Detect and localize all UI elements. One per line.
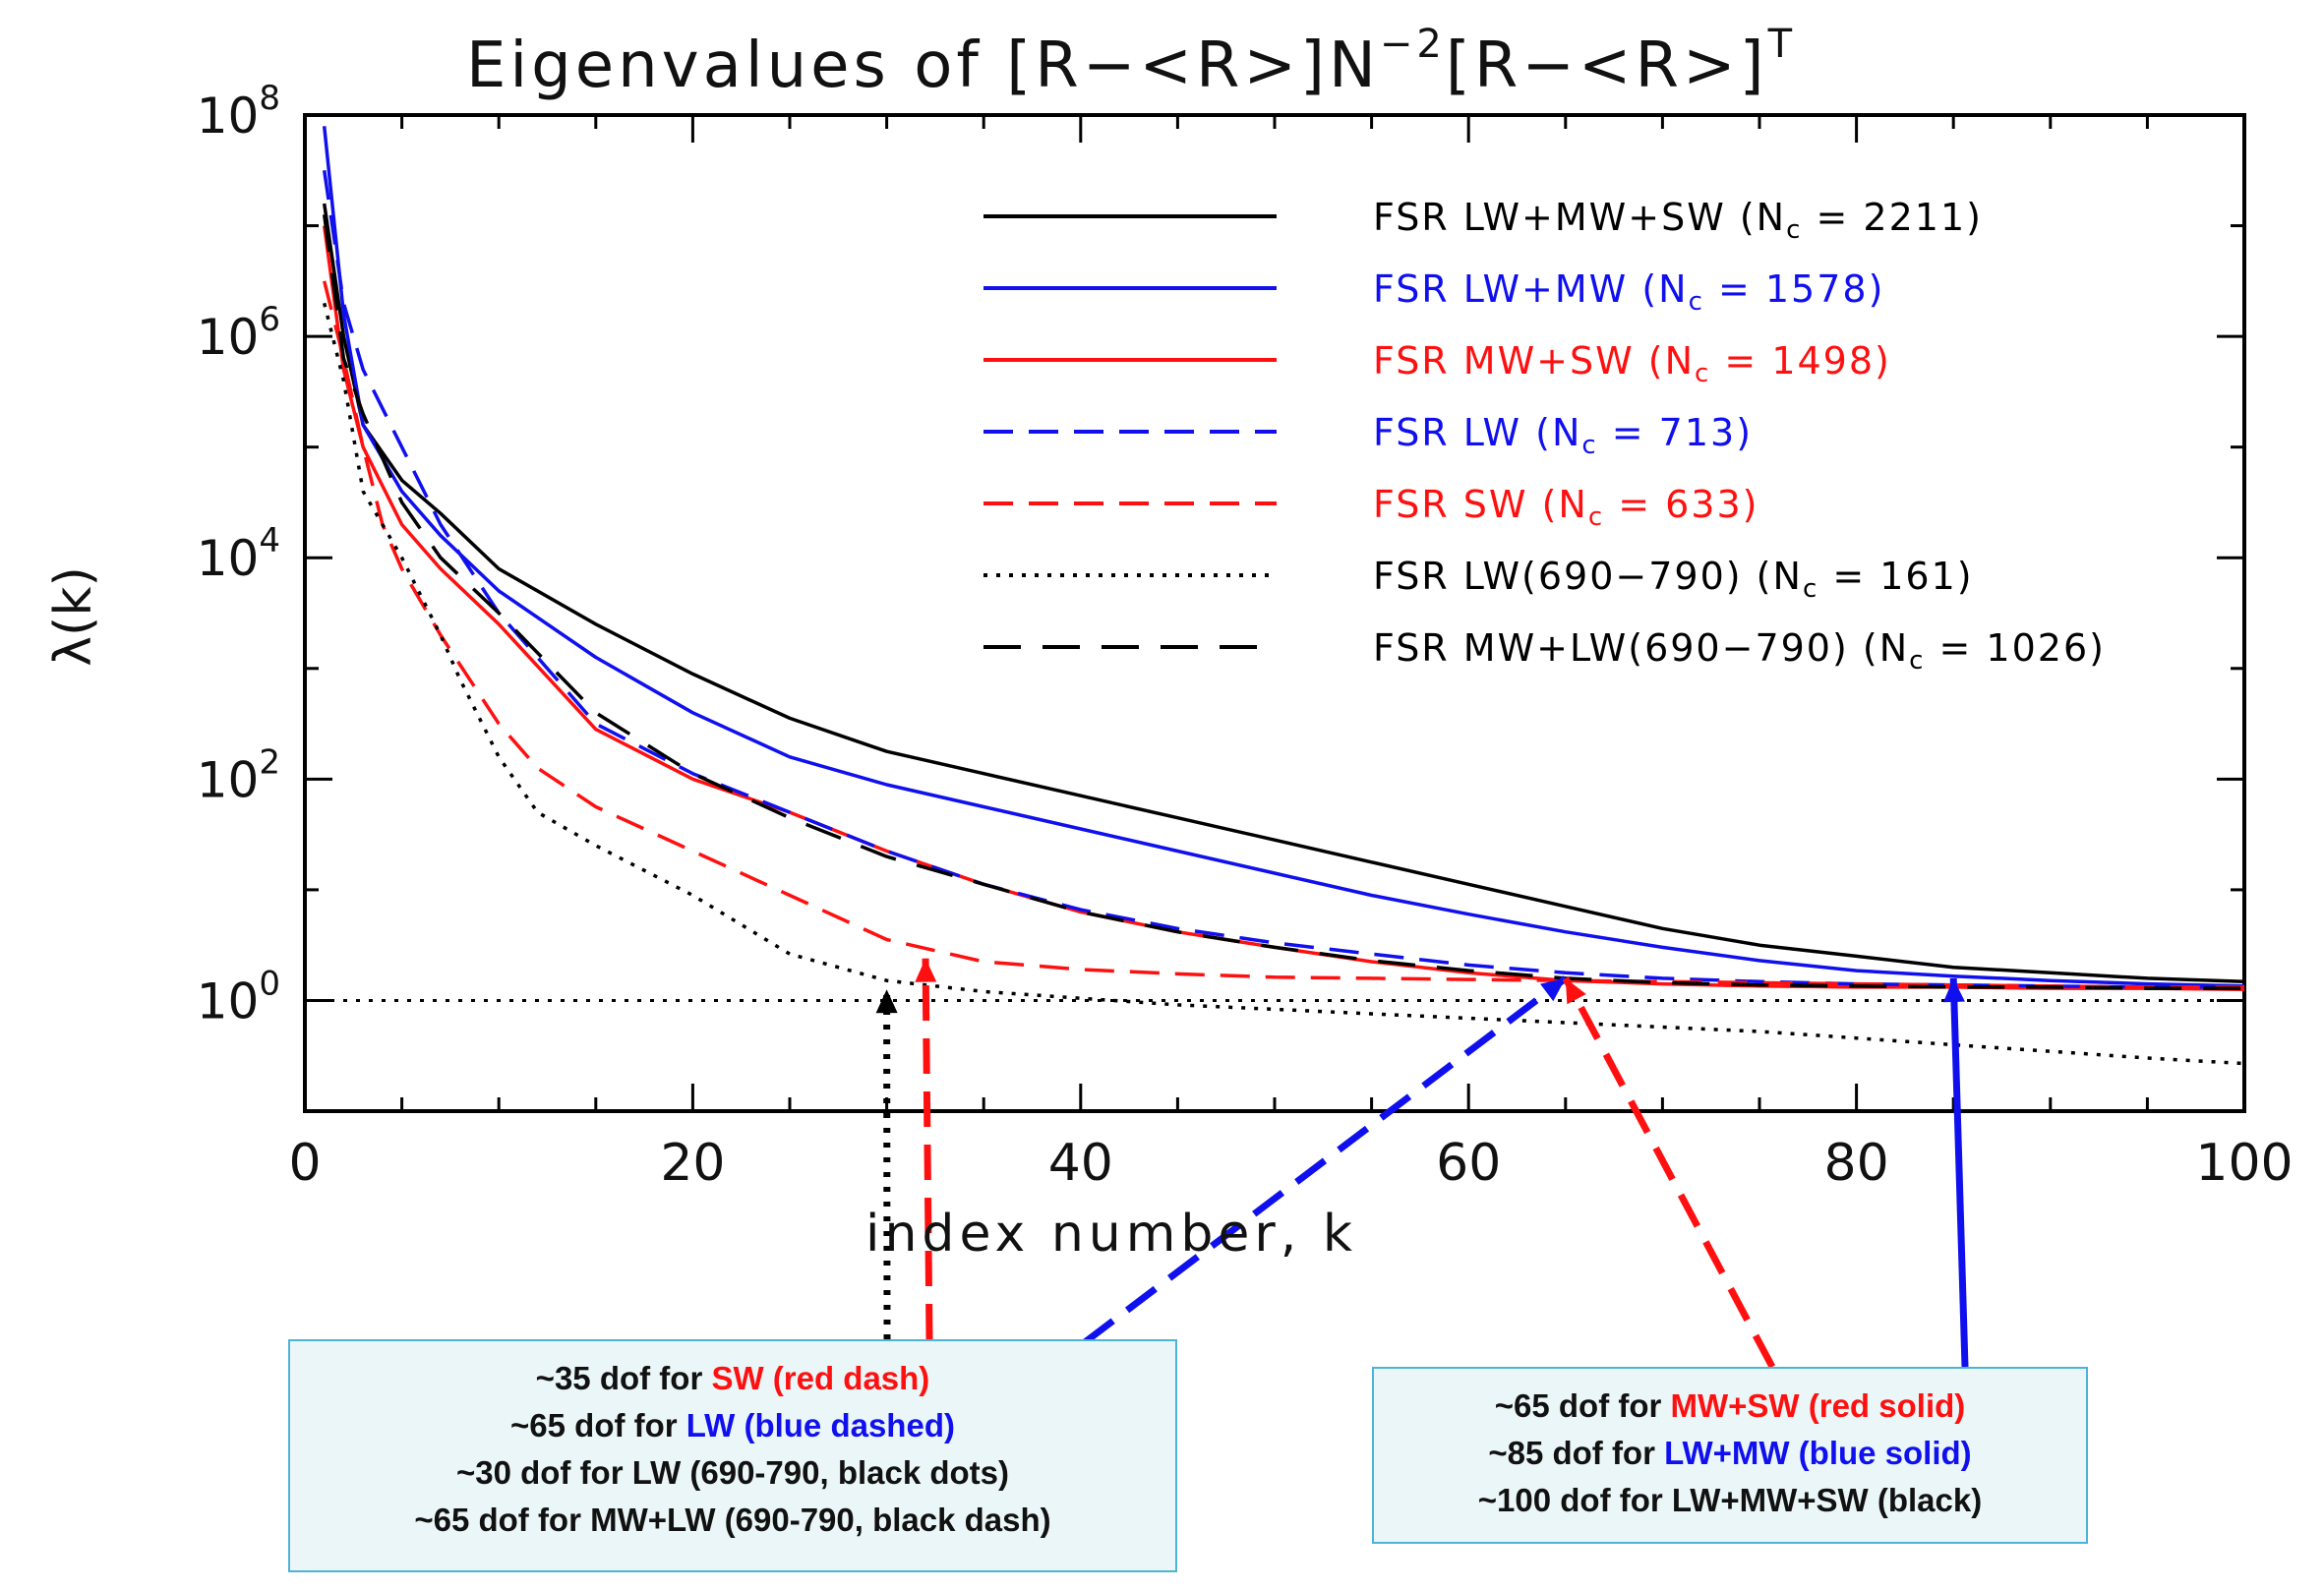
note-right-line-0: ~65 dof for MW+SW (red solid): [1374, 1383, 2086, 1430]
annotation-arrow-2: [1082, 975, 1568, 1345]
note-left-text: ~65 dof for: [510, 1407, 686, 1444]
series-line-1: [322, 126, 2245, 988]
note-right-text: ~85 dof for: [1488, 1435, 1665, 1471]
note-left-highlight: LW (blue dashed): [685, 1407, 955, 1444]
y-tick-label: 100: [197, 964, 280, 1030]
note-left-line-2: ~30 dof for LW (690-790, black dots): [290, 1449, 1175, 1497]
legend-label-6: FSR MW+LW(690−790) (Nc = 1026): [1373, 626, 2106, 676]
note-left-line-0: ~35 dof for SW (red dash): [290, 1355, 1175, 1402]
legend-label-4: FSR SW (Nc = 633): [1373, 483, 1758, 532]
note-right-line-2: ~100 dof for LW+MW+SW (black): [1374, 1477, 2086, 1524]
chart-title: Eigenvalues of [R−<R>]N−2[R−<R>]T: [466, 22, 1796, 102]
chart-title-sup2: T: [1767, 22, 1796, 67]
note-right-text: ~100 dof for LW+MW+SW (black): [1477, 1482, 1983, 1518]
note-left-line-3: ~65 dof for MW+LW (690-790, black dash): [290, 1497, 1175, 1544]
note-right-text: ~65 dof for: [1494, 1387, 1671, 1424]
y-tick-label: 106: [197, 300, 280, 366]
note-left-text: ~65 dof for MW+LW (690-790, black dash): [414, 1502, 1051, 1538]
annotation-arrowhead-1: [915, 958, 937, 982]
annotation-arrowhead-3: [1565, 977, 1586, 1005]
annotation-arrow-4: [1949, 977, 1969, 1368]
annotation-arrow-1: [922, 958, 933, 1340]
note-left-line-1: ~65 dof for LW (blue dashed): [290, 1402, 1175, 1449]
note-box-left: ~35 dof for SW (red dash) ~65 dof for LW …: [288, 1339, 1177, 1572]
x-axis-label: index number, k: [865, 1205, 1357, 1264]
annotation-arrow-3: [1562, 976, 1776, 1369]
note-left-highlight: SW (red dash): [711, 1360, 930, 1396]
note-left-text: ~35 dof for: [535, 1360, 712, 1396]
note-right-line-1: ~85 dof for LW+MW (blue solid): [1374, 1430, 2086, 1477]
legend-label-3: FSR LW (Nc = 713): [1373, 411, 1753, 460]
series-line-6: [322, 214, 2244, 990]
annotation-arrowhead-0: [875, 989, 898, 1014]
series-group: [322, 126, 2245, 1066]
note-right-highlight: MW+SW (red solid): [1670, 1387, 1966, 1424]
plot-border: [303, 113, 2246, 1113]
annotation-arrowhead-4: [1942, 977, 1965, 1003]
note-left-text: ~30 dof for LW (690-790, black dots): [455, 1454, 1010, 1491]
x-tick-label: 0: [288, 1134, 321, 1193]
x-tick-label: 60: [1436, 1134, 1501, 1193]
annotation-arrowhead-2: [1540, 977, 1566, 1002]
series-line-0: [322, 203, 2245, 984]
chart-title-mid: [R−<R>]: [1446, 29, 1768, 102]
x-tick-label: 100: [2195, 1134, 2293, 1193]
x-tick-label: 80: [1824, 1134, 1889, 1193]
legend: FSR LW+MW+SW (Nc = 2211) FSR LW+MW (Nc = …: [983, 196, 2106, 676]
note-box-right: ~65 dof for MW+SW (red solid) ~85 dof for…: [1372, 1367, 2088, 1544]
chart-title-main: Eigenvalues of [R−<R>]N: [466, 29, 1380, 102]
legend-label-0: FSR LW+MW+SW (Nc = 2211): [1373, 196, 1983, 245]
annotation-arrows: [875, 958, 1969, 1369]
svg-text:Eigenvalues of [R−<R>]N−2[R−<R: Eigenvalues of [R−<R>]N−2[R−<R>]T: [466, 22, 1796, 102]
y-tick-label: 108: [197, 79, 280, 145]
legend-label-5: FSR LW(690−790) (Nc = 161): [1373, 555, 1974, 604]
x-tick-label: 20: [660, 1134, 725, 1193]
y-axis-label: λ(k): [44, 566, 103, 666]
legend-label-1: FSR LW+MW (Nc = 1578): [1373, 267, 1884, 317]
note-right-highlight: LW+MW (blue solid): [1664, 1435, 1972, 1471]
x-tick-label: 40: [1048, 1134, 1113, 1193]
chart-title-sup1: −2: [1380, 22, 1446, 67]
legend-label-2: FSR MW+SW (Nc = 1498): [1373, 339, 1891, 388]
plot-frame: [303, 113, 2246, 1113]
y-tick-label: 102: [197, 742, 280, 808]
axis-ticks: 0 20 40 60 80 100 108 106 104 102 100: [197, 79, 2294, 1193]
y-tick-label: 104: [197, 521, 280, 587]
